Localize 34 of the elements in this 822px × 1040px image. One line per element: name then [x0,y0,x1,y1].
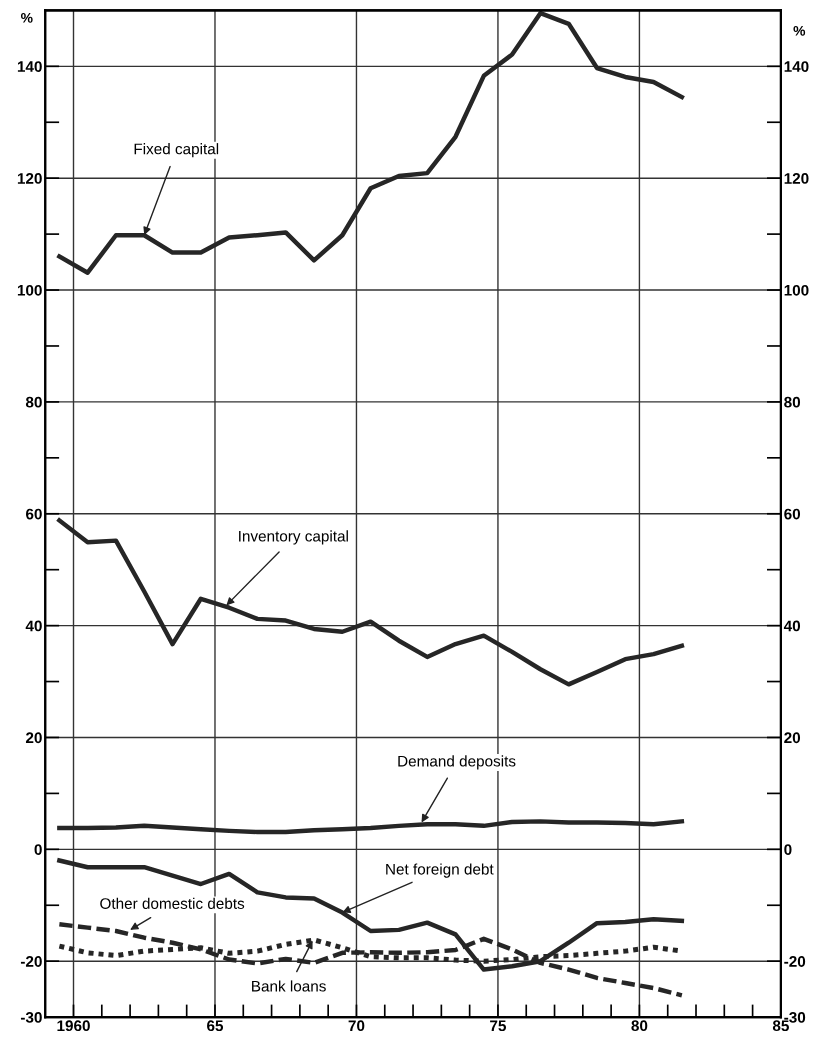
y-tick-label: 0 [34,844,42,856]
y2-tick-label: -20 [784,956,806,967]
y-tick-label: 40 [25,620,42,632]
y2-tick-label: 60 [784,508,801,520]
y-tick-label: 120 [17,173,42,184]
y2-tick-label: 100 [784,284,809,296]
x-tick-label: 75 [490,1020,507,1032]
y2-tick-label: 80 [784,396,801,408]
annotation: Net foreign debt [386,863,494,878]
y-tick-label: 100 [17,284,42,296]
annotation: Fixed capital [134,143,219,158]
y-tick-label: 140 [17,61,42,73]
line-series [57,518,685,687]
y-tick-label: 80 [25,396,42,408]
y2-tick-label: 20 [784,732,801,744]
annotation: Demand deposits [398,755,516,770]
annotation: Bank loans [252,980,326,992]
x-tick-label: 1960 [57,1020,90,1032]
y2-axis-title: % [793,25,806,36]
y2-tick-label: 0 [784,844,792,856]
y-tick-label: 20 [25,732,42,744]
y-tick-label: 60 [26,508,42,520]
y-tick-label: -20 [20,956,42,967]
annotation: Inventory capital [239,530,348,545]
x-tick-label: 70 [348,1020,365,1032]
y-axis-title: % [20,12,33,23]
y-tick-label: -30 [20,1011,42,1023]
y2-tick-label: 120 [784,173,809,184]
x-tick-label: 65 [207,1020,224,1032]
y2-tick-label: 40 [783,620,801,632]
annotation: Other domestic debts [100,897,245,909]
x-tick-label: 80 [631,1020,648,1032]
y2-tick-label: 140 [784,61,809,73]
line-series [57,10,685,275]
